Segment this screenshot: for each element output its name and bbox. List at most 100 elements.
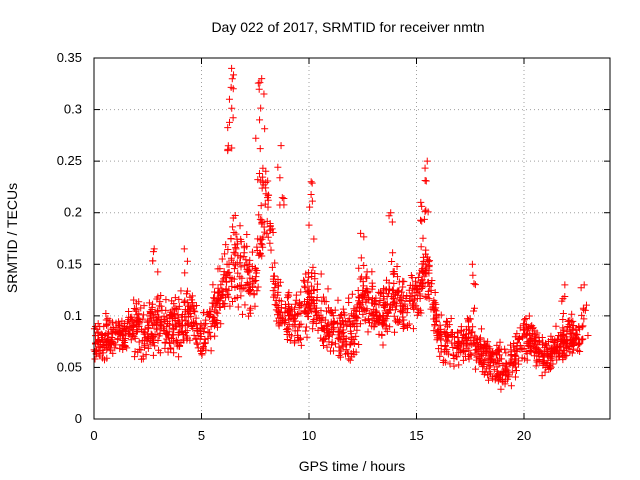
data-point: [163, 313, 171, 321]
data-point: [206, 311, 214, 319]
data-point: [236, 259, 244, 267]
data-point: [421, 208, 429, 216]
data-point: [266, 239, 274, 247]
data-point: [239, 310, 247, 318]
data-point: [390, 294, 398, 302]
data-point: [501, 377, 509, 385]
data-point: [497, 385, 505, 393]
data-point: [183, 336, 191, 344]
y-tick-label: 0.05: [57, 359, 82, 374]
data-point: [360, 282, 368, 290]
data-point: [580, 281, 588, 289]
data-point: [340, 332, 348, 340]
data-point: [393, 263, 401, 270]
data-point: [357, 300, 365, 308]
data-point: [230, 71, 238, 79]
data-point: [369, 282, 377, 290]
data-point: [523, 356, 531, 364]
data-point: [513, 330, 521, 338]
data-point: [135, 316, 143, 324]
data-point: [160, 326, 168, 334]
data-point: [228, 104, 236, 112]
data-point: [486, 355, 494, 363]
data-point: [463, 342, 471, 350]
data-point: [180, 245, 188, 253]
data-point: [393, 302, 401, 310]
data-point: [232, 230, 240, 238]
y-tick-label: 0: [75, 411, 82, 426]
data-point: [381, 286, 389, 294]
data-point: [200, 321, 208, 329]
x-tick-label: 5: [198, 428, 205, 443]
data-point: [125, 316, 133, 324]
data-point: [418, 266, 426, 274]
data-point: [402, 294, 410, 302]
data-point: [326, 347, 334, 355]
data-point: [389, 249, 397, 257]
data-point: [307, 293, 315, 301]
data-point: [218, 277, 226, 285]
data-point: [379, 341, 387, 349]
data-point: [461, 348, 469, 356]
x-axis-label: GPS time / hours: [299, 458, 406, 474]
data-point: [149, 351, 157, 359]
data-point: [351, 313, 359, 321]
data-point: [216, 265, 224, 273]
data-point: [350, 339, 358, 347]
data-point: [432, 316, 440, 324]
data-point: [307, 178, 315, 186]
data-point: [221, 300, 229, 308]
data-point: [350, 312, 358, 320]
data-point: [131, 353, 139, 361]
data-point: [193, 340, 201, 348]
data-point: [148, 338, 156, 346]
data-point: [232, 244, 240, 252]
data-point: [436, 321, 444, 329]
data-point: [257, 104, 265, 112]
data-point: [270, 293, 278, 301]
data-point: [555, 352, 563, 360]
data-point: [246, 306, 254, 314]
data-point: [329, 320, 337, 328]
data-point: [209, 281, 217, 289]
data-point: [212, 300, 220, 308]
data-point: [469, 323, 477, 331]
data-point: [214, 289, 222, 297]
data-point: [519, 322, 527, 330]
data-point: [528, 322, 536, 330]
data-point: [405, 286, 413, 294]
data-point: [192, 335, 200, 343]
data-point: [378, 321, 386, 329]
data-point: [236, 222, 244, 230]
data-point: [129, 331, 137, 339]
data-point: [310, 286, 318, 294]
data-point: [154, 293, 162, 301]
data-point: [480, 337, 488, 345]
y-tick-label: 0.3: [64, 102, 82, 117]
data-point: [391, 317, 399, 325]
data-point: [224, 124, 232, 132]
data-point: [418, 202, 426, 210]
data-point: [510, 343, 518, 351]
data-point: [222, 293, 230, 301]
data-point: [241, 301, 249, 309]
data-point: [258, 75, 266, 83]
data-point: [388, 218, 396, 226]
data-point: [576, 325, 584, 333]
data-point: [213, 323, 221, 331]
data-point: [394, 287, 402, 295]
data-point: [410, 295, 418, 303]
data-point: [193, 325, 201, 333]
data-point: [566, 348, 574, 356]
data-point: [350, 320, 358, 328]
data-point: [234, 240, 242, 248]
plot-frame: [93, 57, 611, 420]
data-point: [372, 300, 380, 308]
data-point: [157, 302, 165, 310]
data-point: [496, 355, 504, 363]
data-point: [359, 310, 367, 318]
data-point: [496, 375, 504, 383]
data-point: [228, 275, 236, 283]
y-tick-label: 0.1: [64, 308, 82, 323]
data-point: [355, 294, 363, 302]
